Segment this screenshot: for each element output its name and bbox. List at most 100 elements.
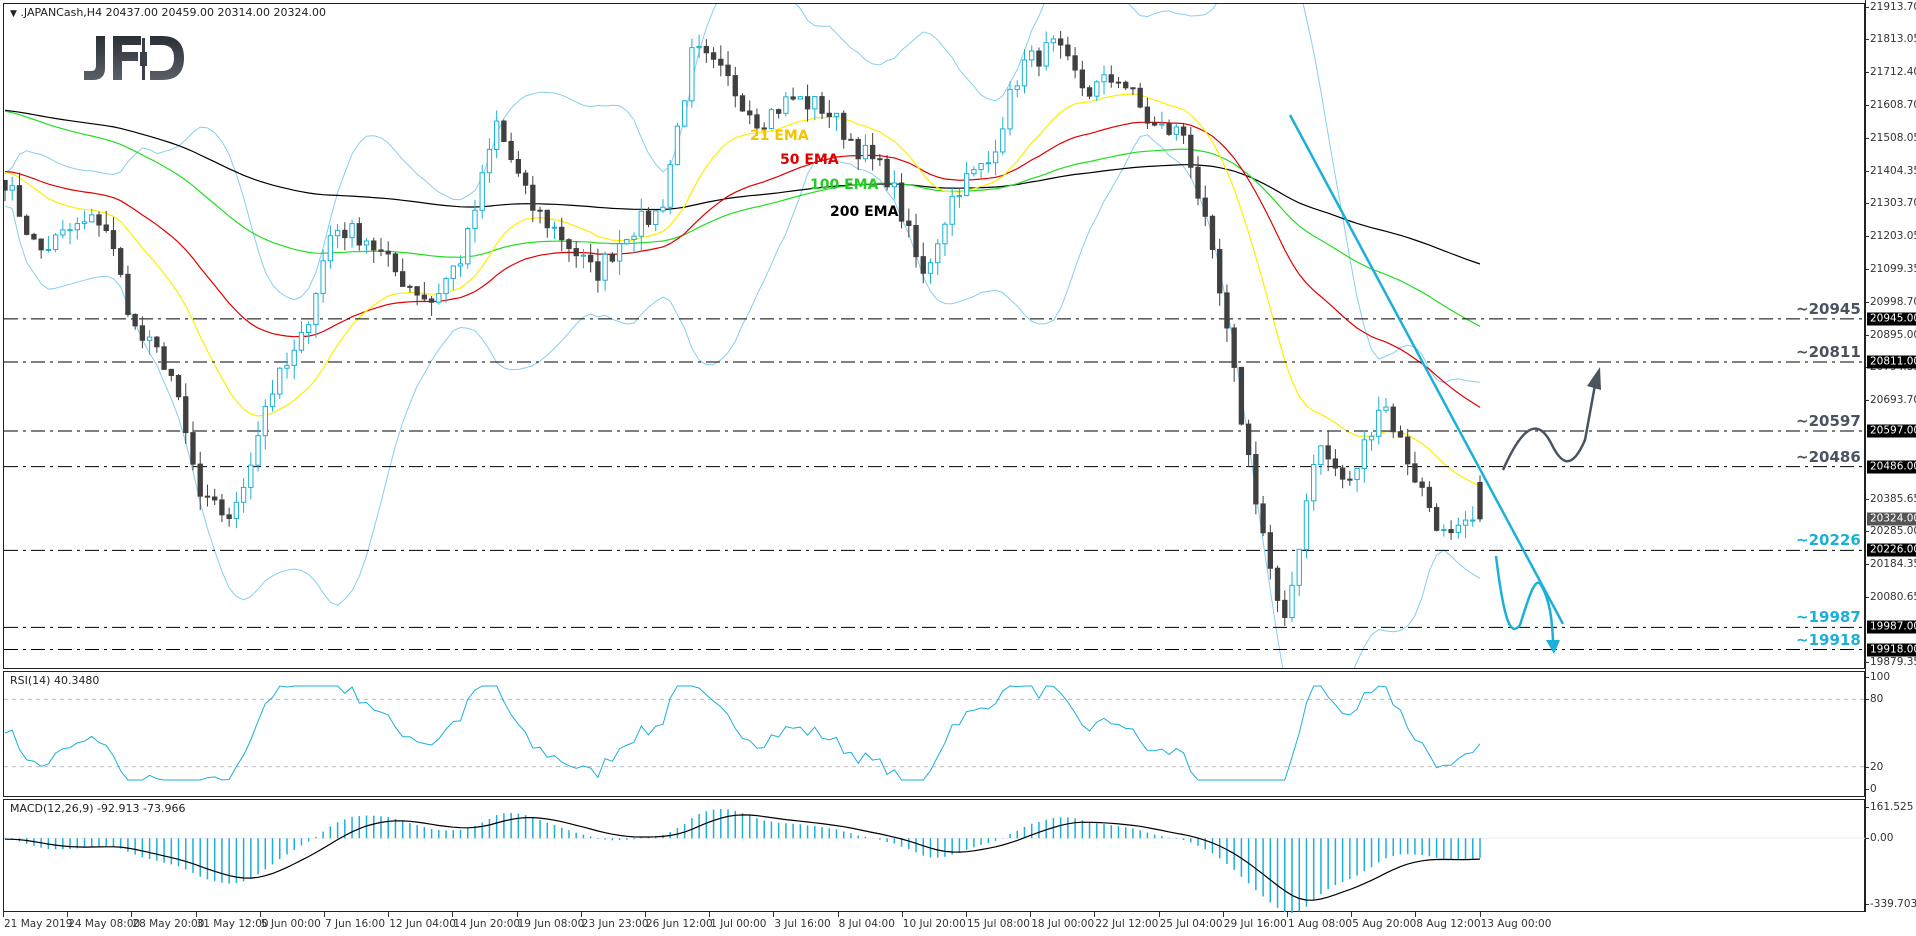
- bull-candle: [465, 228, 471, 265]
- bear-candle: [522, 172, 529, 186]
- bear-candle: [1397, 431, 1404, 438]
- bull-candle: [1159, 123, 1165, 126]
- rsi-tick: 20: [1865, 760, 1884, 773]
- bull-candle: [1383, 406, 1389, 411]
- bull-candle: [479, 172, 485, 211]
- bull-candle: [624, 238, 630, 245]
- bear-candle: [544, 209, 550, 229]
- bull-candle: [443, 277, 449, 295]
- bear-candle: [645, 210, 652, 225]
- bear-candle: [841, 112, 847, 140]
- bear-candle: [204, 495, 211, 498]
- bear-candle: [407, 285, 413, 288]
- bull-candle: [1470, 519, 1476, 522]
- bear-candle: [1347, 478, 1353, 481]
- bear-candle: [819, 96, 825, 114]
- bull-candle: [284, 364, 290, 369]
- bull-candle: [674, 125, 681, 166]
- price-tick: 21608.70: [1865, 99, 1916, 111]
- bear-candle: [219, 499, 225, 516]
- rsi-panel[interactable]: RSI(14) 40.3480: [3, 671, 1865, 797]
- bear-candle: [537, 209, 543, 212]
- level-label: ~20597: [1796, 411, 1861, 430]
- ema-label: 21 EMA: [750, 128, 809, 144]
- bear-candle: [161, 346, 167, 370]
- bull-candle: [768, 109, 775, 129]
- bear-candle: [342, 229, 348, 239]
- time-label: 7 Jun 16:00: [323, 912, 386, 930]
- time-label: 1 Aug 08:00: [1286, 912, 1353, 930]
- bull-candle: [616, 243, 623, 262]
- rsi-axis: 100 80 20 0: [1865, 671, 1916, 797]
- current-price-badge: 20324.00: [1867, 512, 1916, 526]
- downtrend-line[interactable]: [1288, 114, 1565, 625]
- time-label: 8 Aug 12:00: [1415, 912, 1481, 930]
- bear-candle: [1282, 599, 1288, 618]
- bull-candle: [67, 229, 73, 232]
- time-axis[interactable]: 21 May 2019 24 May 08:00 28 May 20:00 31 Ma…: [2, 912, 1865, 936]
- time-label: 24 May 08:00: [67, 912, 141, 930]
- bear-candle: [1057, 38, 1064, 46]
- bull-candle: [696, 45, 702, 49]
- bear-candle: [1339, 467, 1346, 480]
- bull-candle: [1173, 126, 1179, 135]
- bear-candle: [739, 95, 746, 112]
- price-tick: 20184.35: [1865, 558, 1916, 570]
- collapse-triangle-icon[interactable]: ▼: [10, 9, 17, 19]
- bear-candle: [1245, 423, 1252, 456]
- bear-candle: [175, 374, 182, 398]
- bull-candle: [1311, 464, 1317, 502]
- bull-candle: [927, 262, 934, 274]
- time-label: 21 May 2019: [2, 912, 73, 930]
- ema-100-line: [4, 110, 1481, 327]
- bear-candle: [1108, 74, 1114, 83]
- time-label: 3 Jul 16:00: [773, 912, 831, 930]
- bear-candle: [775, 109, 782, 114]
- bear-candle: [1448, 529, 1454, 534]
- ema-200-line: [4, 109, 1481, 265]
- bull-candle: [978, 163, 984, 171]
- bull-candle: [891, 182, 898, 188]
- bear-candle: [1238, 366, 1245, 425]
- bear-candle: [96, 214, 102, 226]
- time-label: 29 Jul 16:00: [1222, 912, 1287, 930]
- bear-candle: [1274, 567, 1281, 601]
- bear-candle: [906, 220, 912, 227]
- bull-candle: [255, 435, 261, 466]
- bull-candle: [298, 331, 305, 351]
- bear-candle: [732, 75, 738, 97]
- bear-candle: [118, 248, 124, 275]
- macd-panel[interactable]: MACD(12,26,9) -92.913 -73.966: [3, 799, 1865, 912]
- level-price-badge: 19918.00: [1867, 643, 1916, 657]
- main-price-panel[interactable]: ▼ .JAPANCash,H4 20437.00 20459.00 20314.…: [3, 3, 1865, 669]
- bear-candle: [848, 138, 854, 141]
- price-tick: 21712.40: [1865, 66, 1916, 78]
- bull-candle: [291, 349, 297, 366]
- price-axis[interactable]: 21913.70 21813.05 21712.40 21608.70 21508.05…: [1865, 0, 1916, 668]
- symbol-header: ▼ .JAPANCash,H4 20437.00 20459.00 20314.…: [10, 6, 326, 19]
- time-label: 26 Jun 12:00: [645, 912, 713, 930]
- bear-candle: [190, 432, 196, 465]
- bear-candle: [1144, 106, 1151, 124]
- bear-candle: [595, 261, 601, 281]
- bear-candle: [226, 514, 232, 520]
- bull-candle: [1441, 529, 1447, 532]
- bear-candle: [1072, 55, 1078, 71]
- time-label: 25 Jul 04:00: [1158, 912, 1223, 930]
- ema-label: 100 EMA: [810, 177, 879, 193]
- bear-candle: [1390, 406, 1396, 433]
- bear-candle: [1231, 327, 1237, 368]
- axis-divider: [1865, 0, 1866, 912]
- bull-candle: [1029, 50, 1035, 61]
- bear-candle: [826, 112, 832, 118]
- time-label: 23 Jun 23:00: [580, 912, 649, 930]
- bull-candle: [334, 229, 341, 237]
- bull-candle: [653, 210, 659, 225]
- arrow-head-up-icon: [1587, 367, 1601, 390]
- bear-candle: [16, 185, 23, 217]
- bear-candle: [154, 336, 160, 348]
- bear-candle: [1224, 292, 1230, 329]
- bear-candle: [168, 368, 174, 376]
- bull-candle: [985, 162, 992, 165]
- bear-candle: [1477, 481, 1483, 520]
